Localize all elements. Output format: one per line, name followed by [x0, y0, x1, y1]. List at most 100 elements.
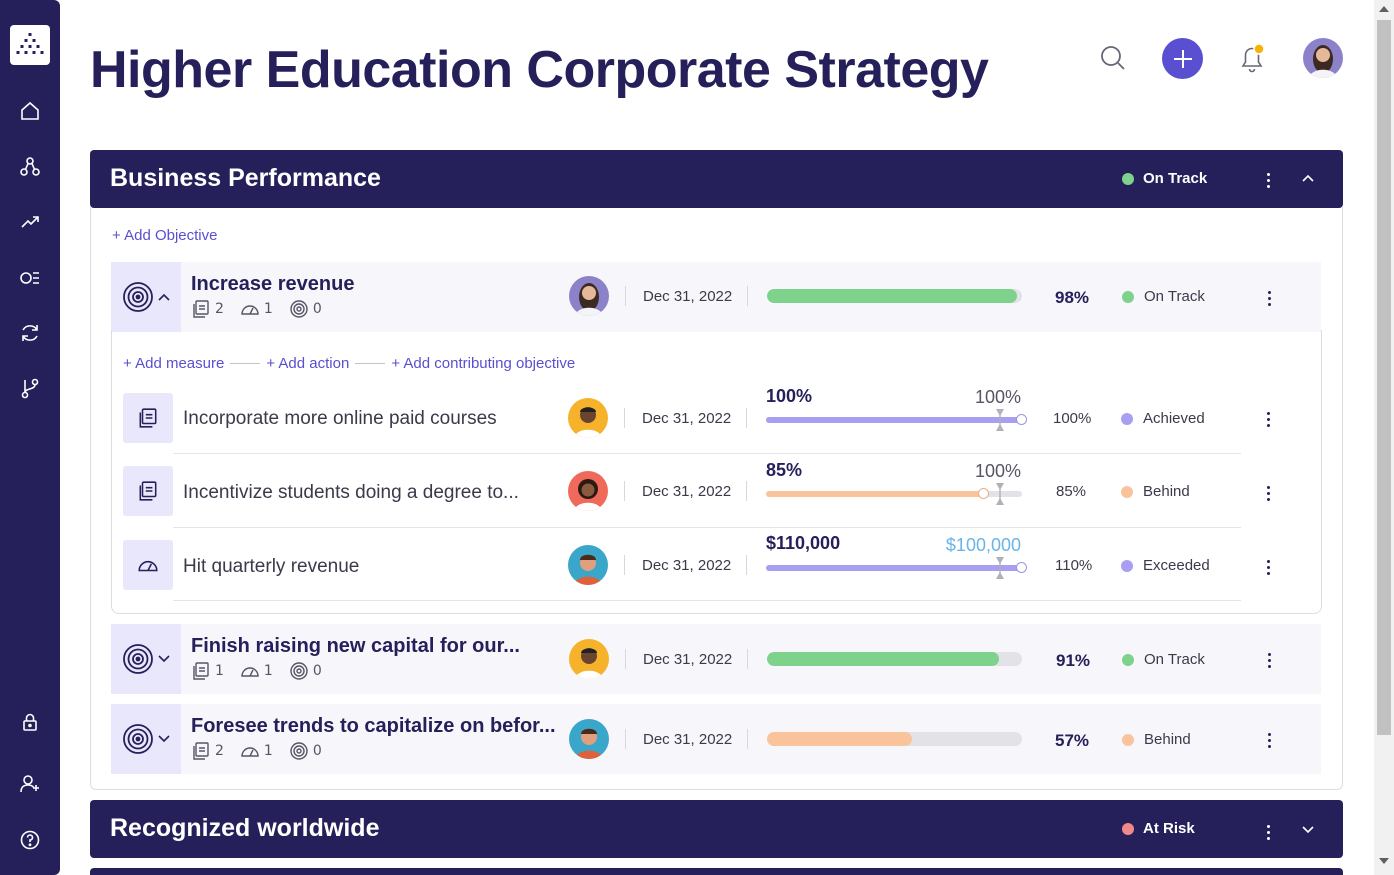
measure-icon-box[interactable] [123, 393, 173, 443]
measure-count: 1 [215, 663, 224, 679]
progress-knob[interactable] [1016, 562, 1027, 573]
add-action-link[interactable]: + Add action [266, 355, 350, 372]
section-status: At Risk [1122, 820, 1195, 837]
objective-icon-box[interactable] [111, 704, 181, 774]
add-measure-link[interactable]: + Add measure [123, 355, 225, 372]
measure-icon [139, 481, 157, 501]
measure-menu-button[interactable] [1258, 555, 1278, 579]
current-value: 100% [766, 386, 813, 406]
measure-count: 2 [215, 743, 224, 759]
metric-icon-box[interactable] [123, 540, 173, 590]
measure-menu-button[interactable] [1258, 481, 1278, 505]
objective-title: Increase revenue [191, 273, 355, 295]
scroll-down-arrow[interactable] [1379, 858, 1389, 864]
measure-title[interactable]: Incentivize students doing a degree to..… [183, 482, 519, 503]
divider [625, 729, 626, 749]
add-button[interactable] [1162, 38, 1203, 79]
user-avatar[interactable] [1303, 38, 1343, 78]
due-date: Dec 31, 2022 [643, 651, 733, 668]
objective-row[interactable]: Finish raising new capital for our... 1 … [111, 624, 1321, 694]
owner-avatar[interactable] [568, 398, 608, 438]
progress-fill [767, 289, 1017, 303]
chevron-up-icon [158, 293, 170, 301]
objective-icon-box[interactable] [111, 262, 181, 332]
chevron-down-icon [158, 735, 170, 743]
chevron-up-icon[interactable] [1298, 169, 1318, 189]
owner-avatar[interactable] [568, 471, 608, 511]
objective-title: Foresee trends to capitalize on befor... [191, 715, 556, 737]
metric-count: 1 [263, 743, 273, 759]
objective-icon-box[interactable] [111, 624, 181, 694]
target-icon [290, 742, 308, 760]
bell-icon[interactable] [1237, 42, 1269, 74]
sidebar [0, 0, 60, 875]
section-body [90, 207, 1343, 790]
status-label: On Track [1144, 288, 1205, 305]
divider [746, 408, 747, 428]
divider [746, 555, 747, 575]
home-icon[interactable] [16, 97, 44, 125]
owner-avatar[interactable] [568, 545, 608, 585]
objective-row[interactable]: Foresee trends to capitalize on befor...… [111, 704, 1321, 774]
checklist-icon[interactable] [16, 264, 44, 292]
add-objective-link[interactable]: + Add Objective [112, 227, 218, 244]
owner-avatar[interactable] [569, 276, 609, 316]
measure-title[interactable]: Incorporate more online paid courses [183, 408, 497, 429]
current-value: 85% [766, 460, 803, 480]
measure-menu-button[interactable] [1258, 407, 1278, 431]
progress-percent: 100% [1053, 410, 1092, 427]
scroll-thumb[interactable] [1377, 20, 1391, 735]
progress-percent: 85% [1056, 483, 1087, 500]
measure-icon [193, 300, 209, 318]
measure-status: Behind [1121, 483, 1190, 500]
scrollbar[interactable] [1374, 0, 1394, 875]
measure-progress-fill [766, 491, 984, 497]
measure-status: Exceeded [1121, 557, 1210, 574]
chevron-down-icon[interactable] [1298, 819, 1318, 839]
due-date: Dec 31, 2022 [643, 731, 733, 748]
hierarchy-icon[interactable] [16, 153, 44, 181]
measure-icon-box[interactable] [123, 466, 173, 516]
objective-menu-button[interactable] [1259, 728, 1279, 752]
objective-count: 0 [312, 663, 322, 679]
sync-icon[interactable] [16, 319, 44, 347]
measure-icon [193, 662, 209, 680]
app-logo[interactable] [10, 25, 50, 65]
section-menu-button[interactable] [1258, 168, 1278, 192]
section-status: On Track [1122, 170, 1207, 187]
scroll-up-arrow[interactable] [1379, 6, 1389, 12]
lock-icon[interactable] [16, 708, 44, 736]
divider [625, 649, 626, 669]
objective-row[interactable]: Increase revenue 2 1 0 [111, 262, 1321, 332]
trending-up-icon[interactable] [16, 208, 44, 236]
add-contributing-objective-link[interactable]: + Add contributing objective [391, 355, 576, 372]
objective-meta: 1 1 0 [191, 661, 332, 681]
section-status-label: On Track [1143, 170, 1208, 187]
add-user-icon[interactable] [16, 770, 44, 798]
progress-percent: 57% [1055, 731, 1090, 750]
progress-knob[interactable] [1016, 414, 1027, 425]
progress-knob[interactable] [977, 488, 989, 499]
owner-avatar[interactable] [569, 719, 609, 759]
section-status-label: At Risk [1143, 820, 1195, 837]
help-icon[interactable] [16, 826, 44, 854]
target-icon [123, 644, 153, 674]
objective-menu-button[interactable] [1259, 648, 1279, 672]
section-menu-button[interactable] [1258, 820, 1278, 844]
divider [624, 555, 625, 575]
search-icon[interactable] [1097, 42, 1129, 74]
add-links: + Add measure + Add action + Add contribut… [123, 353, 575, 372]
divider [746, 481, 747, 501]
measure-progress-track [766, 557, 1027, 579]
branch-icon[interactable] [16, 374, 44, 402]
status-label: Achieved [1143, 410, 1205, 427]
objective-meta: 2 1 0 [191, 299, 332, 319]
objective-menu-button[interactable] [1259, 286, 1279, 310]
owner-avatar[interactable] [569, 639, 609, 679]
divider [747, 649, 748, 669]
divider [625, 286, 626, 306]
section-header-business-performance[interactable]: Business Performance On Track [90, 150, 1343, 208]
gauge-icon [241, 305, 259, 315]
measure-title[interactable]: Hit quarterly revenue [183, 556, 360, 577]
section-header-recognized-worldwide[interactable]: Recognized worldwide At Risk [90, 800, 1343, 858]
